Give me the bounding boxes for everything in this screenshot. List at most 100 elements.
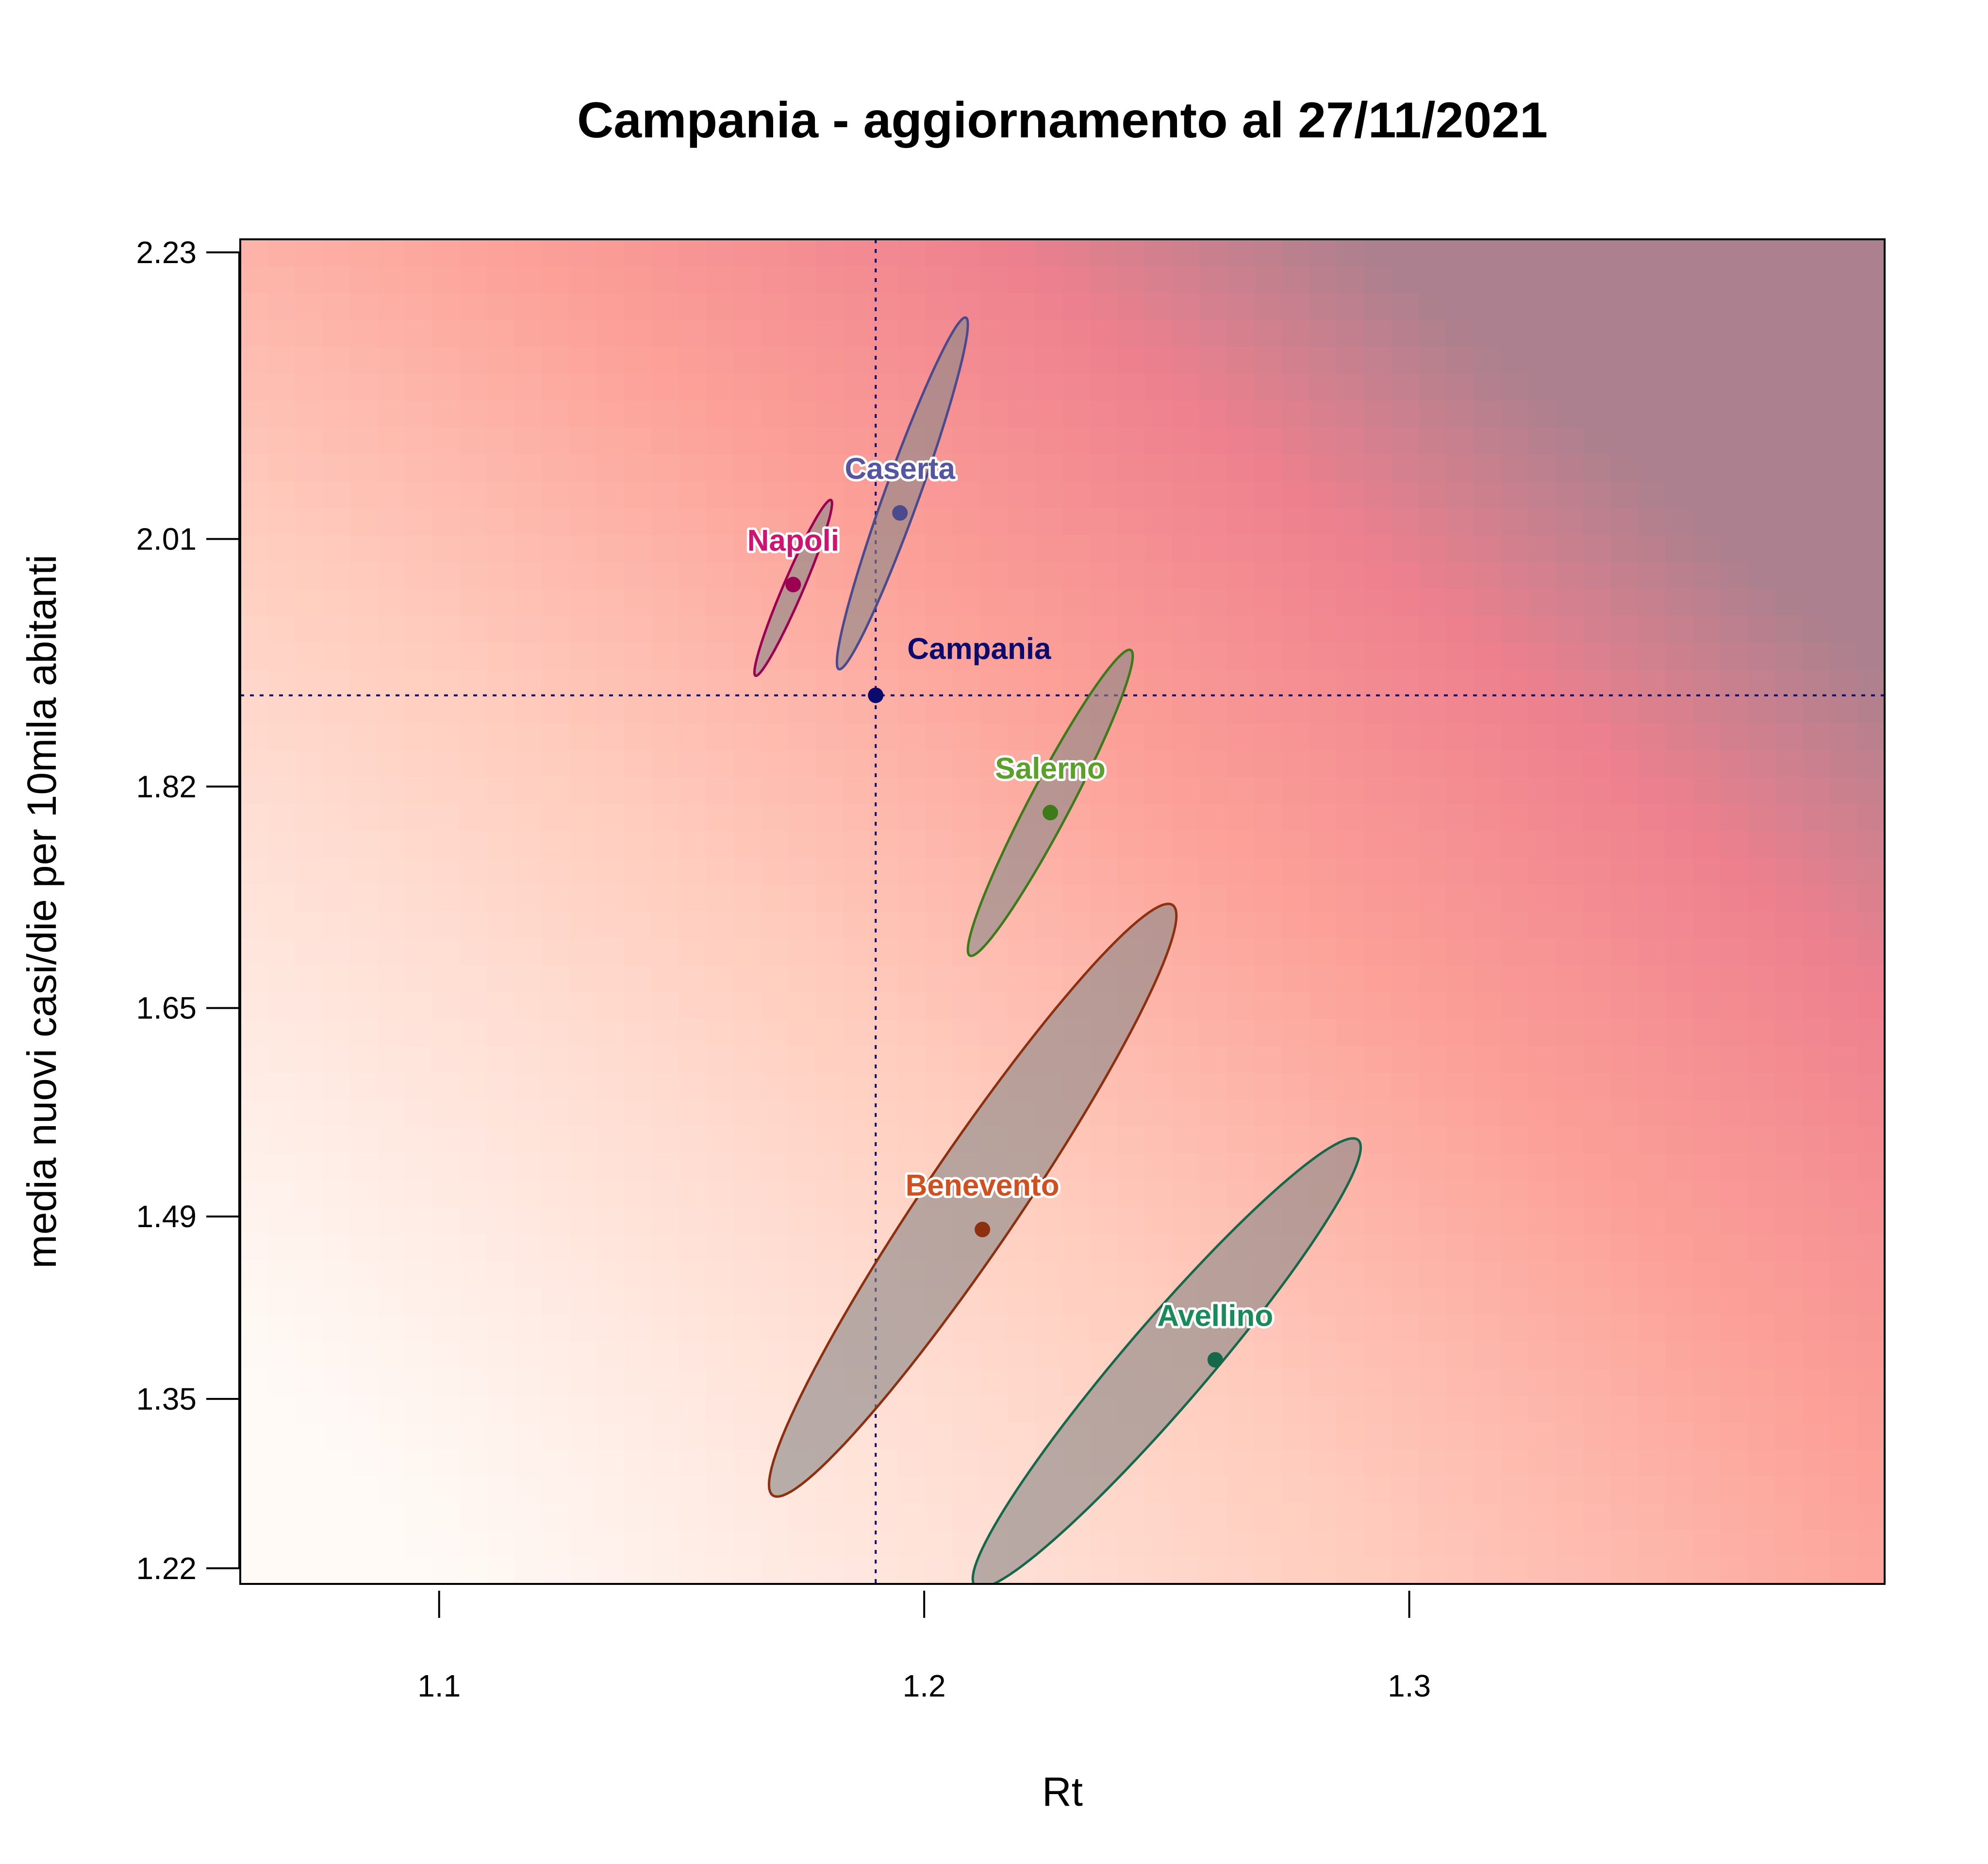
heatmap-cell [1501,669,1529,697]
heatmap-cell [1692,562,1721,590]
heatmap-cell [1501,508,1529,536]
heatmap-cell [1775,1368,1803,1397]
heatmap-cell [843,696,871,724]
heatmap-cell [1556,965,1584,993]
heatmap-cell [1830,804,1858,832]
heatmap-cell [1446,266,1474,294]
heatmap-cell [1281,1099,1310,1128]
heatmap-cell [1254,320,1282,348]
heatmap-cell [706,1422,734,1450]
reference-lines [240,239,1885,1584]
heatmap-cell [1747,831,1776,859]
heatmap-cell [1281,616,1310,643]
heatmap-cell [569,427,597,455]
heatmap-cell [1775,374,1803,401]
heatmap-cell [1226,320,1255,348]
heatmap-cell [349,481,378,509]
heatmap-cell [1446,1368,1474,1397]
heatmap-cell [1090,1181,1118,1208]
heatmap-cell [761,1557,789,1584]
heatmap-cell [1226,1530,1255,1558]
heatmap-cell [843,1234,871,1262]
heatmap-cell [322,1503,350,1531]
heatmap-cell [788,965,816,993]
heatmap-cell [1199,777,1227,805]
heatmap-cell [514,589,543,616]
heatmap-cell [240,669,268,697]
heatmap-cell [1226,427,1255,455]
heatmap-cell [1857,965,1885,993]
heatmap-cell [1391,266,1420,294]
heatmap-cell [514,1261,543,1289]
heatmap-cell [1008,1368,1036,1397]
heatmap-cell [377,1449,405,1477]
heatmap-cell [1309,1099,1337,1128]
heatmap-cell [432,1046,460,1074]
heatmap-cell [1474,1019,1502,1047]
heatmap-cell [1692,1099,1721,1128]
heatmap-cell [1610,1019,1639,1047]
heatmap-cell [596,508,625,536]
heatmap-cell [1556,266,1584,294]
heatmap-cell [1775,1073,1803,1100]
heatmap-cell [733,562,762,590]
heatmap-cell [1281,1019,1310,1047]
heatmap-cell [459,858,488,885]
heatmap-cell [1583,1046,1611,1074]
heatmap-cell [1583,293,1611,321]
heatmap-cell [1775,804,1803,832]
heatmap-cell [1610,1073,1639,1100]
heatmap-cell [1419,589,1447,616]
heatmap-cell [1528,1530,1557,1558]
heatmap-cell [651,481,679,509]
heatmap-cell [1802,858,1831,885]
heatmap-cell [432,266,460,294]
heatmap-cell [569,1207,597,1235]
heatmap-cell [1556,1046,1584,1074]
heatmap-cell [1419,616,1447,643]
heatmap-cell [1035,912,1063,939]
heatmap-cell [1610,1261,1639,1289]
heatmap-cell [1528,723,1557,751]
heatmap-cell [679,1530,707,1558]
heatmap-cell [1692,1503,1721,1531]
heatmap-cell [1062,400,1091,428]
heatmap-cell [404,293,433,321]
heatmap-cell [1117,1153,1145,1181]
heatmap-cell [1528,777,1557,805]
heatmap-cell [788,1342,816,1369]
heatmap-cell [1720,696,1748,724]
heatmap-cell [487,1368,515,1397]
heatmap-cell [1775,293,1803,321]
heatmap-cell [1144,266,1173,294]
heatmap-cell [651,1288,679,1315]
heatmap-cell [1309,1422,1337,1450]
heatmap-cell [1747,427,1776,455]
heatmap-cell [267,965,296,993]
heatmap-cell [870,992,899,1020]
heatmap-cell [925,293,954,321]
heatmap-cell [706,1288,734,1315]
heatmap-cell [1474,1261,1502,1289]
heatmap-cell [514,1234,543,1262]
heatmap-cell [1254,1099,1282,1128]
heatmap-cell [569,1153,597,1181]
heatmap-cell [1610,643,1639,670]
heatmap-cell [1281,374,1310,401]
heatmap-cell [1501,293,1529,321]
heatmap-cell [404,1368,433,1397]
heatmap-cell [953,669,981,697]
heatmap-cell [1583,777,1611,805]
heatmap-cell [349,427,378,455]
heatmap-cell [1090,1261,1118,1289]
heatmap-cell [1172,858,1200,885]
heatmap-cell [679,1503,707,1531]
heatmap-cell [788,1530,816,1558]
heatmap-cell [1336,777,1365,805]
heatmap-cell [1446,1422,1474,1450]
heatmap-cell [1336,831,1365,859]
heatmap-cell [1747,535,1776,563]
heatmap-cell [815,965,844,993]
heatmap-cell [1802,831,1831,859]
heatmap-cell [1391,1530,1420,1558]
